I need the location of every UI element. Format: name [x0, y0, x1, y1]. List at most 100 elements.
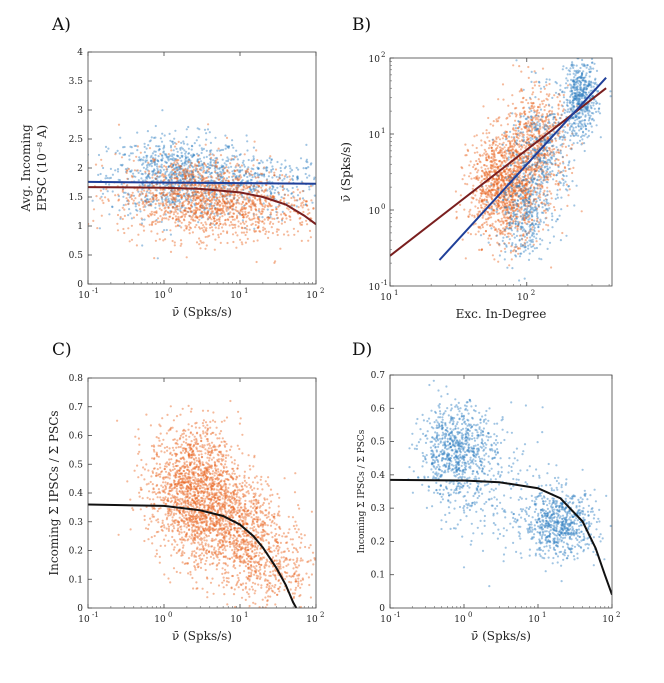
scatter-point [580, 143, 583, 146]
scatter-point [534, 201, 538, 204]
scatter-point [190, 144, 193, 147]
scatter-point [248, 185, 251, 188]
scatter-point [180, 211, 183, 214]
scatter-point [312, 207, 315, 210]
scatter-point [510, 169, 513, 173]
scatter-point [195, 164, 198, 167]
scatter-point [223, 172, 226, 175]
scatter-point [548, 125, 551, 128]
scatter-point [545, 118, 548, 121]
scatter-point [493, 177, 496, 181]
scatter-point [493, 152, 496, 155]
scatter-point [255, 149, 258, 152]
scatter-point [488, 189, 491, 192]
scatter-point [574, 78, 577, 81]
scatter-point [295, 199, 298, 202]
scatter-point [277, 178, 280, 181]
scatter-point [299, 221, 302, 225]
scatter-point [484, 170, 488, 173]
scatter-point [547, 94, 550, 98]
scatter-point [192, 154, 195, 157]
scatter-point [481, 200, 484, 203]
scatter-point [116, 149, 119, 152]
scatter-point [313, 178, 316, 181]
scatter-point [215, 176, 218, 180]
scatter-point [490, 193, 493, 196]
scatter-point [535, 148, 539, 151]
scatter-point [253, 189, 257, 192]
scatter-point [111, 205, 114, 208]
scatter-point [193, 212, 196, 215]
scatter-point [523, 203, 526, 206]
scatter-point [203, 202, 207, 205]
scatter-point [262, 202, 265, 205]
scatter-point [490, 159, 493, 163]
scatter-point [215, 222, 218, 225]
scatter-point [571, 61, 574, 64]
scatter-point [296, 175, 299, 179]
scatter-point [213, 191, 216, 194]
scatter-point [509, 202, 512, 205]
scatter-point [186, 170, 189, 173]
scatter-point [513, 129, 516, 132]
scatter-point [484, 230, 487, 233]
scatter-point [166, 200, 170, 204]
scatter-point [214, 187, 217, 190]
scatter-point [513, 107, 517, 110]
scatter-point [188, 214, 191, 218]
scatter-point [184, 167, 187, 170]
scatter-point [240, 188, 243, 191]
scatter-point [581, 92, 584, 95]
scatter-point [228, 171, 231, 174]
scatter-point [163, 152, 166, 155]
scatter-point [497, 151, 500, 155]
scatter-point [214, 208, 217, 211]
scatter-point [510, 193, 513, 196]
scatter-point [542, 153, 545, 156]
scatter-point [267, 216, 270, 219]
scatter-point [487, 237, 490, 240]
scatter-point [531, 219, 534, 222]
scatter-point [221, 211, 224, 215]
scatter-point [197, 180, 200, 183]
scatter-point [190, 177, 193, 180]
scatter-point [138, 204, 141, 207]
scatter-point [507, 176, 510, 179]
scatter-point [255, 260, 258, 264]
scatter-point [234, 231, 237, 234]
scatter-point [543, 154, 546, 157]
scatter-point [483, 140, 486, 143]
scatter-point [254, 176, 257, 179]
scatter-point [503, 205, 506, 208]
scatter-point [520, 161, 523, 164]
scatter-point [512, 169, 515, 172]
scatter-point [526, 236, 529, 239]
scatter-point [524, 159, 528, 162]
scatter-point [241, 205, 244, 209]
scatter-point [174, 163, 177, 166]
scatter-point [477, 226, 480, 229]
scatter-point [525, 216, 529, 219]
scatter-point [175, 193, 178, 196]
scatter-point [163, 146, 166, 149]
scatter-point [104, 196, 107, 199]
scatter-point [200, 169, 203, 172]
scatter-point [504, 192, 507, 195]
scatter-point [247, 199, 250, 203]
scatter-point [154, 150, 157, 153]
scatter-point [205, 229, 208, 232]
scatter-point [192, 197, 195, 200]
scatter-point [490, 146, 493, 150]
scatter-point [149, 139, 152, 142]
scatter-point [528, 195, 531, 198]
scatter-point [483, 174, 486, 177]
scatter-point [150, 136, 153, 139]
scatter-point [259, 199, 262, 202]
scatter-point [520, 162, 523, 165]
scatter-point [496, 202, 499, 205]
scatter-point [319, 216, 321, 218]
scatter-point [503, 182, 506, 185]
scatter-point [487, 174, 490, 177]
scatter-point [157, 202, 160, 205]
scatter-point [495, 182, 499, 185]
